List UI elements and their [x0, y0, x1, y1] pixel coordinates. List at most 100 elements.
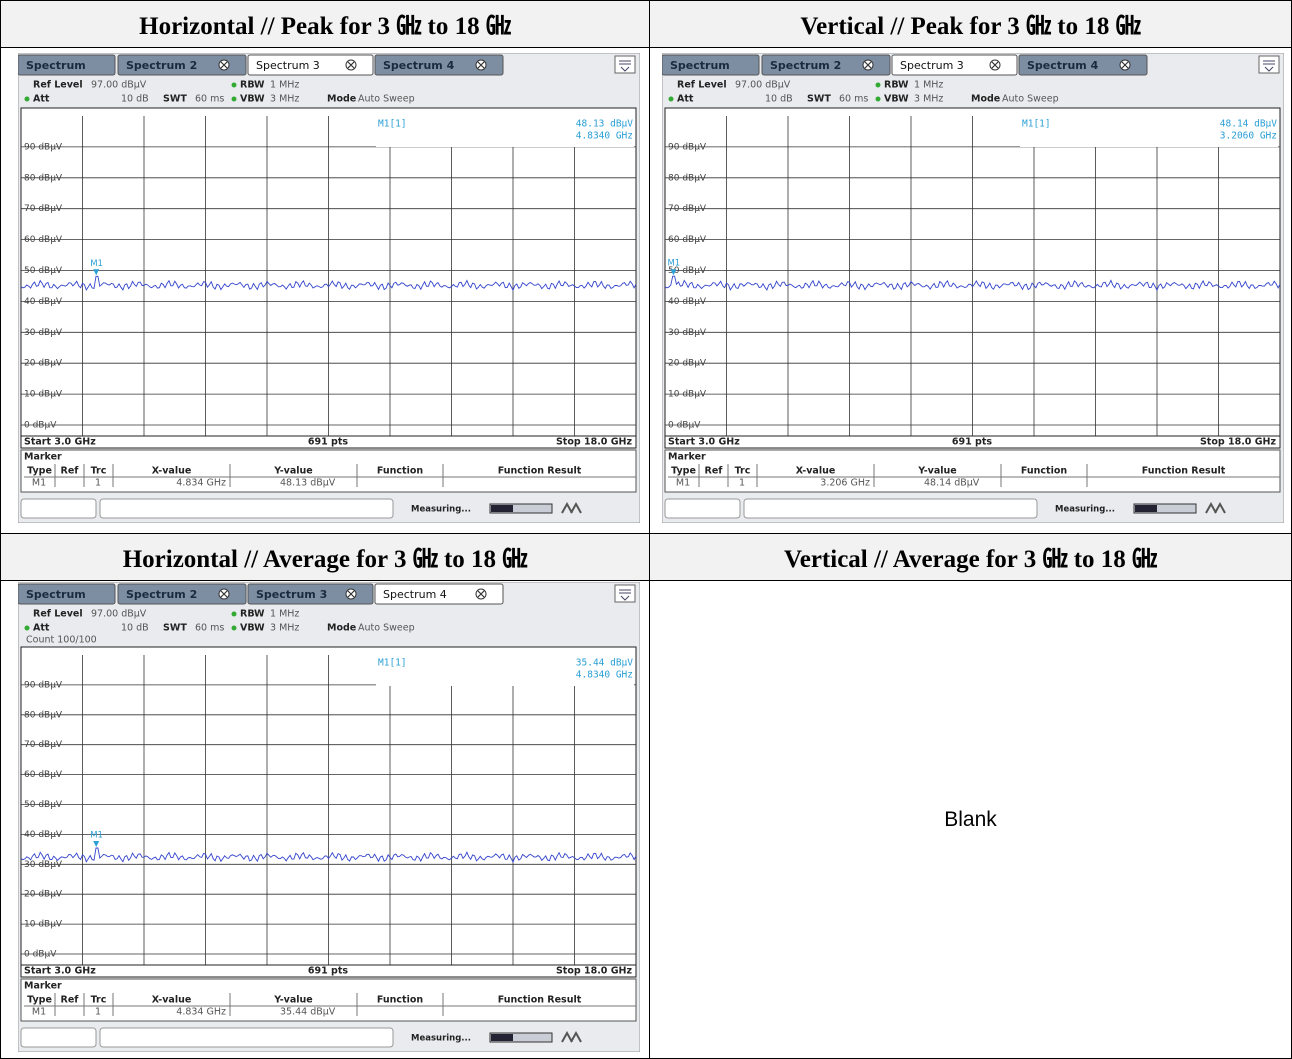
tab-close-x: [220, 61, 228, 69]
column-header: Trc: [91, 995, 107, 1006]
y-label: 80 dBµV: [668, 173, 707, 183]
column-header: Function Result: [1142, 466, 1226, 477]
column-header: Trc: [91, 466, 107, 477]
trace: [664, 275, 1281, 292]
tab[interactable]: [247, 54, 374, 76]
setting-label: Att: [33, 94, 50, 105]
tab[interactable]: [374, 583, 504, 605]
tab-label: Spectrum: [26, 588, 86, 601]
tab-close-x: [477, 61, 485, 69]
row-divider: [1, 47, 1291, 48]
tab[interactable]: [374, 54, 504, 76]
cell-y: 48.13 dBµV: [280, 478, 336, 489]
status-box: [20, 1027, 97, 1048]
marker-level: 48.13 dBµV: [576, 119, 633, 130]
tab[interactable]: [117, 583, 247, 605]
setting-value: 3 MHz: [270, 623, 299, 634]
status-dot: [875, 96, 881, 102]
column-header: Function: [377, 995, 423, 1006]
setting-label: SWT: [807, 94, 831, 105]
tab-close-x: [1121, 61, 1129, 69]
tab-label: Spectrum 4: [383, 59, 455, 72]
setting-value: 60 ms: [195, 94, 224, 105]
tab[interactable]: [1018, 54, 1148, 76]
y-label: 60 dBµV: [24, 235, 63, 245]
tab-close-x: [347, 61, 355, 69]
analyzer-screenshot: Spectrum Spectrum 2 Spectrum 3 Spectrum 4 Re…: [18, 582, 640, 1052]
start-freq: Start 3.0 GHz: [668, 437, 740, 448]
tab[interactable]: [18, 583, 116, 605]
progress-fill: [491, 1034, 513, 1041]
y-label: 0 dBµV: [24, 421, 57, 431]
status-box: [20, 498, 97, 519]
tab[interactable]: [117, 54, 247, 76]
marker-heading: Marker: [668, 452, 706, 463]
setting-label: Att: [33, 623, 50, 634]
marker-freq: 4.8340 GHz: [576, 131, 633, 142]
column-header: Type: [671, 466, 696, 477]
y-label: 70 dBµV: [24, 204, 63, 214]
progress-bar: [489, 1032, 553, 1043]
marker-info-bg: [1020, 111, 1278, 147]
tab-close-x: [477, 590, 485, 598]
marker-freq: 3.2060 GHz: [1220, 131, 1277, 142]
setting-value: 60 ms: [195, 623, 224, 634]
column-header: Type: [27, 995, 52, 1006]
stop-freq: Stop 18.0 GHz: [1200, 437, 1277, 448]
cell-heading: Vertical // Peak for 3 ㎓ to 18 ㎓: [650, 1, 1291, 47]
setting-label: VBW: [884, 94, 909, 105]
marker-triangle: [670, 269, 677, 276]
y-label: 10 dBµV: [668, 390, 707, 400]
tab-label: Spectrum 3: [256, 59, 320, 72]
status-box: [99, 498, 394, 519]
tab[interactable]: [247, 583, 374, 605]
y-label: 0 dBµV: [24, 950, 57, 960]
setting-value: 3 MHz: [270, 94, 299, 105]
y-label: 60 dBµV: [24, 770, 63, 780]
trace: [20, 275, 637, 292]
cell-x: 4.834 GHz: [176, 1007, 226, 1018]
y-label: 90 dBµV: [24, 680, 63, 690]
setting-value: 10 dB: [765, 94, 793, 105]
setting-value: 1 MHz: [270, 609, 299, 620]
points: 691 pts: [308, 966, 348, 977]
cell-trc: 1: [95, 1007, 101, 1018]
setting-value: 1 MHz: [270, 80, 299, 91]
y-label: 50 dBµV: [24, 800, 63, 810]
tab-close-x: [220, 590, 228, 598]
y-label: 20 dBµV: [24, 359, 63, 369]
marker-tag: M1: [90, 259, 103, 269]
y-label: 60 dBµV: [668, 235, 707, 245]
setting-label: VBW: [240, 623, 265, 634]
marker-title: M1[1]: [1022, 119, 1051, 130]
status-icon: [1205, 501, 1226, 514]
setting-label: SWT: [163, 94, 187, 105]
column-header: X-value: [152, 466, 192, 477]
marker-tag: M1: [90, 831, 103, 841]
status: Measuring...: [1055, 505, 1115, 515]
setting-value: 97.00 dBµV: [91, 80, 147, 91]
tab[interactable]: [662, 54, 760, 76]
blank-cell: Blank: [944, 807, 997, 831]
tab[interactable]: [761, 54, 891, 76]
analyzer-screenshot: Spectrum Spectrum 2 Spectrum 3 Spectrum 4 Re…: [18, 53, 640, 523]
setting-value: 10 dB: [121, 623, 149, 634]
setting-label: Mode: [971, 94, 1000, 105]
marker-heading: Marker: [24, 981, 62, 992]
setting-value: Auto Sweep: [358, 94, 415, 105]
trace: [20, 847, 637, 864]
status-icon: [561, 1030, 582, 1043]
column-header: Ref: [61, 466, 80, 477]
tab[interactable]: [18, 54, 116, 76]
tab[interactable]: [891, 54, 1018, 76]
marker-triangle: [93, 841, 100, 848]
setting-value: Auto Sweep: [358, 623, 415, 634]
tab-label: Spectrum: [670, 59, 730, 72]
progress-fill: [1135, 505, 1157, 512]
setting-label: RBW: [240, 609, 265, 620]
tab-close-x: [991, 61, 999, 69]
y-label: 30 dBµV: [24, 860, 63, 870]
y-label: 0 dBµV: [668, 421, 701, 431]
tab-label: Spectrum: [26, 59, 86, 72]
column-header: Ref: [61, 995, 80, 1006]
